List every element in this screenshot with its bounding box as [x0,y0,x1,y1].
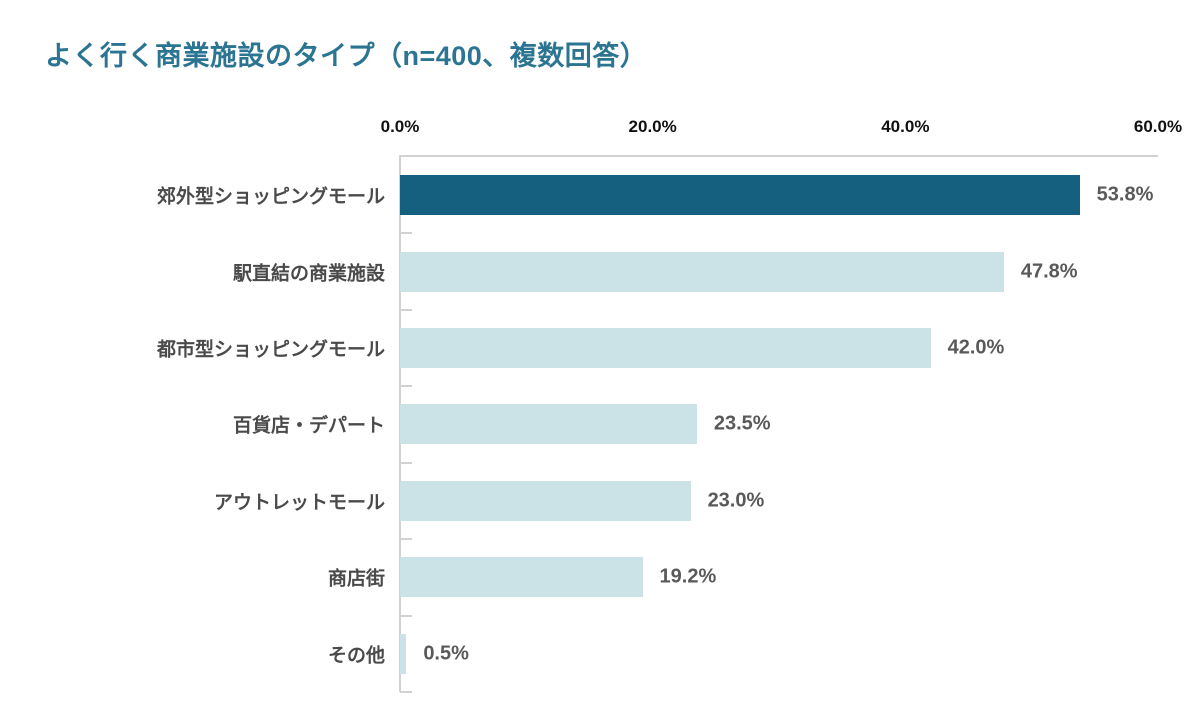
category-label: 百貨店・デパート [232,415,385,437]
axis-boundary-tick [400,690,412,693]
x-axis-tick-label: 20.0% [628,117,677,136]
category-label: 商店街 [327,568,385,590]
axis-boundary-tick [400,614,412,617]
value-label: 19.2% [659,565,717,588]
bar-rows: 郊外型ショッピングモール 53.8% 駅直結の商業施設 47.8% 都市型ショッピングモ… [157,157,1158,693]
bar [400,251,1004,292]
x-axis-line [400,155,1158,157]
value-label: 23.0% [707,489,765,512]
bar [400,175,1080,216]
value-label: 0.5% [423,642,469,665]
category-label: 駅直結の商業施設 [232,263,385,285]
value-label: 47.8% [1020,260,1078,283]
plot-area: 0.0% 20.0% 40.0% 60.0% 郊外型ショッピングモール 53.8% 駅直結… [157,117,1182,693]
bar [400,328,931,369]
chart-title: よく行く商業施設のタイプ（n=400、複数回答） [45,41,648,71]
bar-row: 商店街 19.2% [328,539,1158,617]
bar-row: 都市型ショッピングモール 42.0% [157,310,1158,388]
axis-boundary-tick [400,232,412,235]
bar [400,404,697,445]
value-label: 42.0% [947,336,1005,359]
bar [400,633,407,674]
category-label: 都市型ショッピングモール [156,339,385,361]
bar-row: 郊外型ショッピングモール 53.8% [157,157,1158,235]
value-label: 53.8% [1096,183,1154,206]
category-label: その他 [327,645,385,667]
x-axis-tick-label: 60.0% [1133,117,1183,136]
axis-boundary-tick [400,461,412,464]
axis-boundary-tick [400,385,412,388]
bar-row: 百貨店・デパート 23.5% [233,386,1158,464]
category-label: 郊外型ショッピングモール [156,186,385,208]
x-axis-tick-label: 40.0% [881,117,930,136]
x-axis-tick-label: 0.0% [380,117,420,136]
category-label: アウトレットモール [213,492,385,514]
bar-row: アウトレットモール 23.0% [214,463,1158,541]
axis-boundary-tick [400,308,412,311]
bar-row: 駅直結の商業施設 47.8% [233,233,1158,311]
bar [400,480,691,521]
bar [400,557,643,598]
axis-boundary-tick [400,538,412,541]
value-label: 23.5% [713,412,771,435]
bar-row: その他 0.5% [328,616,1158,693]
